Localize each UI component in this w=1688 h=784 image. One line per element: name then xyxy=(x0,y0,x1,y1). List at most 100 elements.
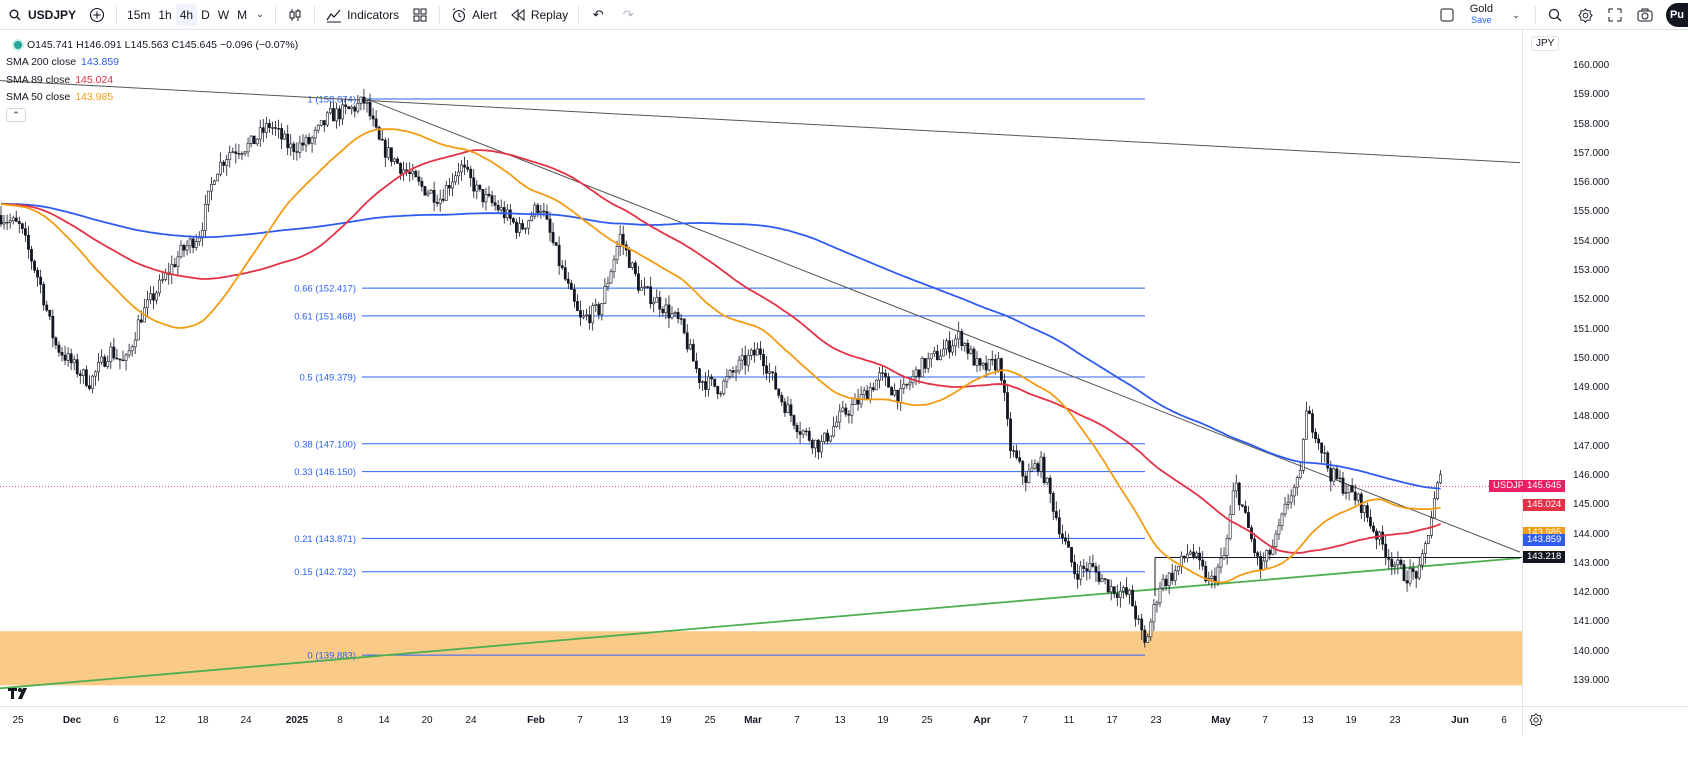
sma200-value: 143.859 xyxy=(81,56,120,69)
bottom-area xyxy=(0,736,1688,784)
candle-body xyxy=(362,96,366,104)
candle-body xyxy=(0,215,3,225)
symbol-search[interactable]: USDJPY xyxy=(0,0,82,30)
candle-body xyxy=(94,371,97,377)
candle-body xyxy=(417,176,421,182)
candle-body xyxy=(533,204,537,217)
candle-body xyxy=(627,249,631,268)
timeframe-w[interactable]: W xyxy=(217,7,230,22)
candle-body xyxy=(1366,505,1369,518)
candle-body xyxy=(338,108,341,120)
candle-body xyxy=(182,244,186,251)
chevron-down-icon[interactable]: ⌄ xyxy=(256,9,264,19)
currency-unit-button[interactable]: JPY xyxy=(1531,36,1560,51)
sma200-legend[interactable]: SMA 200 close 143.859 xyxy=(6,54,301,72)
candle-body xyxy=(1268,550,1272,555)
candle-body xyxy=(835,421,839,427)
alert-button[interactable]: Alert xyxy=(444,0,503,30)
price-tick: 144.000 xyxy=(1573,528,1610,540)
price-tick: 154.000 xyxy=(1573,235,1610,247)
candle-body xyxy=(1427,535,1430,544)
time-tick: 25 xyxy=(921,715,933,726)
candle-body xyxy=(981,362,985,366)
candle-body xyxy=(576,301,579,311)
time-axis[interactable]: 25 Dec 6 12 18 24 2025 8 14 20 24 Feb 7 13 19 25 Mar 7 13 1… xyxy=(0,706,1522,736)
candle-body xyxy=(1146,636,1150,643)
candle-body xyxy=(1317,438,1321,444)
candle-body xyxy=(152,293,155,301)
candle-body xyxy=(121,359,125,362)
candle-body xyxy=(106,361,110,367)
candle-body xyxy=(810,440,814,449)
candle-body xyxy=(972,348,976,366)
candle-body xyxy=(1277,525,1281,535)
candle-body xyxy=(1228,514,1232,539)
candle-body xyxy=(1247,512,1250,528)
candle-body xyxy=(45,304,49,311)
layout-name-button[interactable]: Gold Save xyxy=(1462,4,1501,26)
candle-body xyxy=(1402,564,1406,581)
candle-body xyxy=(469,168,473,179)
layout-select-button[interactable] xyxy=(1432,0,1462,30)
indicators-button[interactable]: Indicators xyxy=(319,0,405,30)
gear-icon[interactable] xyxy=(1529,713,1543,727)
candle-body xyxy=(454,175,457,183)
timeframe-4h[interactable]: 4h xyxy=(175,3,198,26)
timeframe-1h[interactable]: 1h xyxy=(158,7,172,22)
ohlc-change: −0.096 (−0.07%) xyxy=(220,38,299,51)
sma50-legend[interactable]: SMA 50 close 143.985 xyxy=(6,89,301,107)
undo-button[interactable]: ↶ xyxy=(583,0,613,30)
time-tick: 23 xyxy=(1389,715,1401,726)
candle-body xyxy=(1115,593,1119,598)
candle-body xyxy=(926,358,930,369)
candle-body xyxy=(749,349,753,356)
candle-body xyxy=(158,279,162,294)
candle-body xyxy=(194,241,198,248)
divider xyxy=(1535,6,1536,24)
candle-body xyxy=(1222,555,1226,559)
settings-button[interactable] xyxy=(1570,0,1600,30)
snapshot-button[interactable] xyxy=(1630,0,1660,30)
timeframe-d[interactable]: D xyxy=(201,7,210,22)
candle-body xyxy=(252,135,256,145)
price-chart[interactable]: 1 (158.874) 0.66 (152.417) 0.61 (151.468) 0… xyxy=(0,30,1522,706)
price-tick: 142.000 xyxy=(1573,587,1610,599)
timeframe-15m[interactable]: 15m xyxy=(127,7,151,22)
candle-body xyxy=(996,358,1000,371)
fullscreen-button[interactable] xyxy=(1600,0,1630,30)
quick-search-button[interactable] xyxy=(1540,0,1570,30)
redo-button[interactable]: ↷ xyxy=(613,0,643,30)
candle-body xyxy=(978,358,982,366)
candle-body xyxy=(682,318,686,334)
candle-body xyxy=(862,390,866,396)
replay-button[interactable]: Replay xyxy=(503,0,574,30)
candle-body xyxy=(328,108,332,114)
time-tick: 24 xyxy=(465,715,477,726)
candle-body xyxy=(1369,517,1372,527)
candle-body xyxy=(423,186,427,196)
compare-symbol-button[interactable] xyxy=(82,0,112,30)
candle-body xyxy=(829,435,833,442)
candle-body xyxy=(710,376,714,380)
publish-button[interactable]: Pu xyxy=(1666,3,1688,27)
layouts-button[interactable] xyxy=(405,0,435,30)
layout-dropdown[interactable]: ⌄ xyxy=(1501,0,1531,30)
candle-body xyxy=(57,344,61,353)
legend-collapse-button[interactable]: ⌃ xyxy=(6,108,26,122)
candle-body xyxy=(1344,492,1348,494)
candle-body xyxy=(905,383,909,386)
candle-body xyxy=(368,101,372,117)
candle-body xyxy=(396,158,399,164)
timeframe-m[interactable]: M xyxy=(237,7,248,22)
sma89-legend[interactable]: SMA 89 close 145.024 xyxy=(6,71,301,89)
time-tick: 25 xyxy=(12,715,24,726)
price-axis[interactable]: JPY 160.000 159.000 158.000 157.000 156.000 1… xyxy=(1489,30,1688,706)
market-status-icon xyxy=(12,38,24,51)
price-tick: 147.000 xyxy=(1573,440,1610,452)
chart-type-button[interactable] xyxy=(280,0,310,30)
trendline xyxy=(0,80,1521,164)
plus-circle-icon xyxy=(88,6,106,24)
candle-body xyxy=(1393,564,1397,567)
candle-body xyxy=(420,180,424,187)
candle-body xyxy=(1125,587,1128,595)
